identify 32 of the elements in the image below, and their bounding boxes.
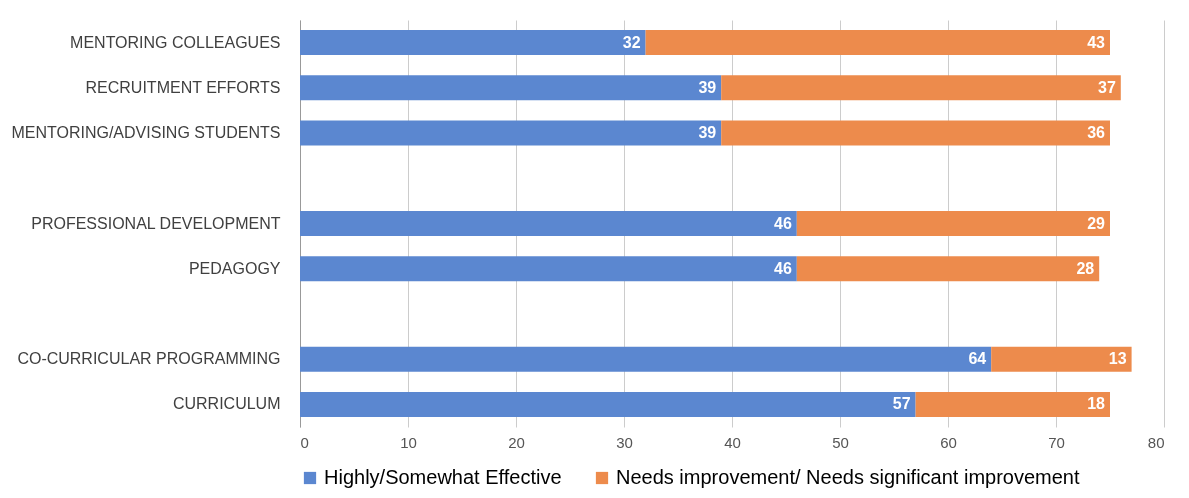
x-tick-label: 80 (1147, 433, 1165, 451)
data-label: 18 (1087, 395, 1106, 413)
data-label: 57 (892, 395, 911, 413)
x-tick-label: 70 (1048, 433, 1065, 451)
data-label: 46 (774, 259, 792, 277)
data-label: 29 (1087, 214, 1106, 232)
x-tick-label: 40 (724, 433, 741, 451)
y-tick-label: MENTORING/ADVISING STUDENTS (11, 124, 281, 142)
data-label: 64 (968, 350, 987, 368)
y-tick-label: CURRICULUM (172, 395, 281, 413)
legend-label: Needs improvement/ Needs significant improvement (616, 466, 1080, 488)
y-tick-label: RECRUITMENT EFFORTS (85, 78, 281, 96)
data-label: 39 (698, 124, 717, 142)
y-tick-label: PEDAGOGY (188, 259, 281, 277)
data-label: 39 (698, 78, 717, 96)
data-label: 32 (622, 33, 641, 51)
y-tick-label: PROFESSIONAL DEVELOPMENT (31, 214, 281, 232)
y-tick-label: MENTORING COLLEAGUES (70, 33, 281, 51)
x-tick-label: 10 (400, 433, 417, 451)
y-tick-label: CO-CURRICULAR PROGRAMMING (17, 350, 281, 368)
legend-label: Highly/Somewhat Effective (324, 466, 562, 488)
data-label: 37 (1098, 78, 1116, 96)
data-label: 46 (774, 214, 792, 232)
x-tick-label: 0 (300, 433, 309, 451)
data-label: 28 (1076, 259, 1095, 277)
x-tick-label: 20 (508, 433, 525, 451)
x-tick-label: 60 (940, 433, 957, 451)
data-label: 36 (1087, 124, 1106, 142)
x-tick-label: 30 (616, 433, 633, 451)
data-label: 43 (1087, 33, 1106, 51)
x-tick-label: 50 (832, 433, 849, 451)
data-label: 13 (1108, 350, 1127, 368)
